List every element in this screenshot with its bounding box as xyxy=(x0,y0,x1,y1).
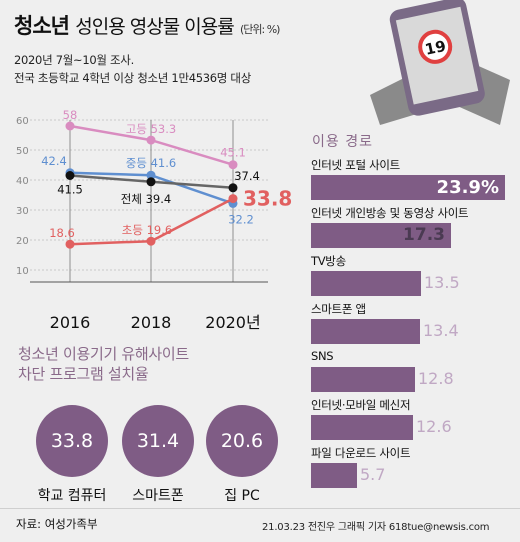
data-point xyxy=(65,239,75,249)
route-label: 인터넷·모바일 메신저 xyxy=(311,398,411,412)
line-chart: 60 50 40 30 20 10 2016 2018 2020년 58 고등 53.3 45.1… xyxy=(16,108,292,332)
route-bar xyxy=(311,175,505,200)
route-label: 파일 다운로드 사이트 xyxy=(311,446,411,460)
data-label: 중등 41.6 xyxy=(126,156,176,170)
title-bold: 청소년 xyxy=(14,14,70,38)
x-tick-label: 2020년 xyxy=(205,313,260,332)
data-point xyxy=(228,194,238,204)
block-program-title: 청소년 이용기기 유해사이트 차단 프로그램 설치율 xyxy=(18,344,189,384)
data-point xyxy=(146,177,156,187)
route-bar xyxy=(311,319,420,344)
data-point xyxy=(65,171,75,180)
value-circle: 31.4 xyxy=(122,405,194,477)
subtitle-sample: 전국 초등학교 4학년 이상 청소년 1만4536명 대상 xyxy=(14,71,251,85)
unit-label: (단위: %) xyxy=(240,23,280,36)
data-label: 초등 19.6 xyxy=(122,223,172,237)
circle-smartphone: 31.4 스마트폰 xyxy=(122,405,208,505)
page-title: 청소년 성인용 영상물 이용률 (단위: %) xyxy=(14,10,280,40)
data-label: 고등 53.3 xyxy=(126,122,176,136)
x-tick-label: 2016 xyxy=(50,313,91,332)
route-value: 13.4 xyxy=(423,321,459,340)
route-bar xyxy=(311,271,421,296)
block-title-line1: 청소년 이용기기 유해사이트 xyxy=(18,345,189,363)
x-axis-labels: 2016 2018 2020년 xyxy=(50,313,261,332)
data-label: 58 xyxy=(63,108,78,122)
route-value: 23.9% xyxy=(436,177,499,198)
title-rest: 성인용 영상물 이용률 xyxy=(75,16,234,38)
route-label: TV방송 xyxy=(311,254,346,268)
y-tick-label: 60 xyxy=(16,116,29,127)
y-tick-label: 10 xyxy=(16,266,29,277)
route-value: 12.8 xyxy=(418,369,454,388)
route-label: 인터넷 포털 사이트 xyxy=(311,158,400,172)
y-tick-label: 40 xyxy=(16,176,29,187)
data-label: 42.4 xyxy=(41,154,67,168)
source-text: 자료: 여성가족부 xyxy=(16,517,98,531)
data-point xyxy=(65,121,75,131)
data-labels: 58 고등 53.3 45.1 42.4 중등 41.6 32.2 41.5 전체 39.4 3… xyxy=(41,108,292,240)
data-label: 33.8 xyxy=(243,187,292,211)
badge-text: 19 xyxy=(423,37,447,59)
phone-illustration: 19 xyxy=(370,0,510,125)
x-tick-label: 2018 xyxy=(131,313,172,332)
value-circle: 33.8 xyxy=(36,405,108,477)
circle-label: 학교 컴퓨터 xyxy=(37,488,107,504)
y-tick-label: 20 xyxy=(16,236,29,247)
data-label: 41.5 xyxy=(57,183,83,197)
y-tick-label: 30 xyxy=(16,206,29,217)
route-label: SNS xyxy=(311,349,334,363)
route-value: 13.5 xyxy=(424,273,460,292)
series-group xyxy=(65,121,238,249)
circle-school: 33.8 학교 컴퓨터 xyxy=(36,405,122,505)
route-title: 이용 경로 xyxy=(312,134,373,150)
block-title-line2: 차단 프로그램 설치율 xyxy=(18,365,149,383)
data-label: 32.2 xyxy=(228,212,254,226)
route-value: 5.7 xyxy=(360,465,386,484)
credit-text: 21.03.23 전진우 그래픽 기자 618tue@newsis.com xyxy=(262,522,490,533)
data-point xyxy=(146,135,156,145)
value-circle: 20.6 xyxy=(206,405,278,477)
footer-divider xyxy=(0,508,520,509)
circle-home-pc: 20.6 집 PC xyxy=(206,405,292,505)
subtitle-period: 2020년 7월~10월 조사. xyxy=(14,53,134,67)
data-point xyxy=(146,236,156,246)
route-label: 인터넷 개인방송 및 동영상 사이트 xyxy=(311,206,469,220)
route-bar xyxy=(311,463,357,488)
y-tick-label: 50 xyxy=(16,146,29,157)
route-bar xyxy=(311,415,413,440)
age-badge-icon xyxy=(418,29,453,64)
route-value: 17.3 xyxy=(403,225,445,245)
data-label: 37.4 xyxy=(234,169,260,183)
route-bar xyxy=(311,223,451,248)
data-label: 45.1 xyxy=(220,146,246,160)
data-label: 18.6 xyxy=(49,226,75,240)
route-value: 12.6 xyxy=(416,417,452,436)
circle-label: 스마트폰 xyxy=(132,488,184,504)
data-point xyxy=(228,160,238,170)
data-label: 전체 39.4 xyxy=(121,192,171,206)
route-label: 스마트폰 앱 xyxy=(311,302,366,316)
circle-label: 집 PC xyxy=(224,488,260,504)
data-point xyxy=(146,170,156,180)
y-axis-labels: 60 50 40 30 20 10 xyxy=(16,116,29,277)
route-bar xyxy=(311,367,415,392)
data-point xyxy=(228,183,238,193)
